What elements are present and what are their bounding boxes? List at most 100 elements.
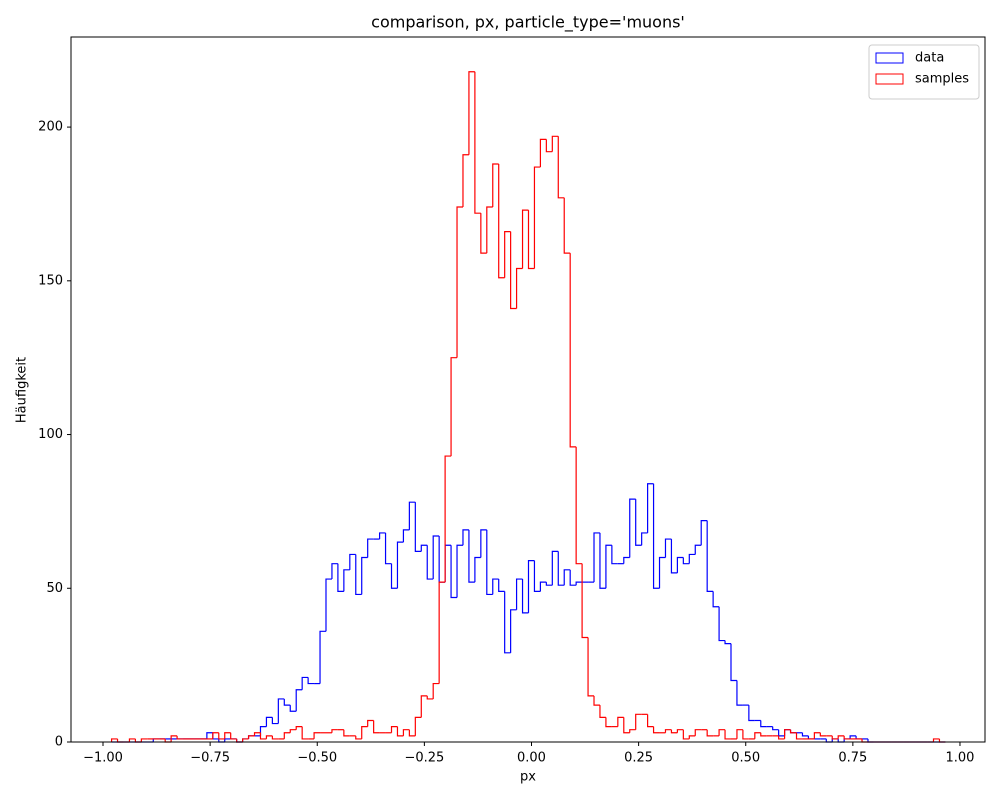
- histogram-step: [557, 551, 565, 586]
- histogram-step: [337, 563, 344, 592]
- histogram-step: [670, 729, 678, 734]
- histogram-step: [819, 732, 827, 737]
- x-tick-label: 0.00: [517, 751, 546, 766]
- histogram-step: [521, 579, 529, 614]
- histogram-step: [718, 729, 726, 736]
- histogram-step: [361, 726, 368, 739]
- histogram-step: [444, 544, 452, 583]
- histogram-step: [206, 732, 213, 739]
- y-tick-label: 200: [38, 120, 63, 135]
- histogram-step: [396, 726, 404, 737]
- y-tick-label: 50: [46, 581, 63, 596]
- histogram-step: [486, 206, 493, 254]
- histogram-step: [635, 499, 642, 546]
- histogram-step: [730, 643, 737, 682]
- histogram-step: [533, 560, 541, 592]
- histogram-step: [736, 680, 743, 706]
- histogram-step: [700, 520, 708, 546]
- histogram-step: [110, 738, 118, 742]
- histogram-step: [259, 726, 267, 736]
- histogram-step: [694, 729, 702, 736]
- histogram-step: [515, 267, 523, 309]
- y-tick-label: 100: [38, 427, 63, 442]
- histogram-step: [373, 720, 380, 734]
- histogram-step: [283, 732, 291, 739]
- histogram-step: [396, 541, 404, 589]
- histogram-step: [432, 535, 440, 580]
- legend-swatch: [875, 73, 904, 85]
- histogram-step: [301, 676, 309, 690]
- histogram-step: [557, 136, 565, 199]
- histogram-step: [313, 732, 321, 739]
- histogram-step: [456, 544, 463, 598]
- histogram-step: [295, 726, 303, 730]
- histogram-step: [724, 729, 731, 740]
- histogram-step: [539, 581, 547, 592]
- histogram-step: [378, 532, 386, 540]
- histogram-step: [355, 554, 362, 596]
- histogram-step: [563, 569, 571, 586]
- histogram-step: [521, 209, 529, 269]
- histogram-step: [361, 556, 368, 595]
- x-tick-label: 0.25: [624, 751, 653, 766]
- histogram-step: [259, 732, 267, 740]
- histogram-step: [289, 705, 297, 712]
- histogram-step: [128, 738, 136, 742]
- histogram-step: [706, 729, 714, 737]
- histogram-step: [724, 640, 731, 645]
- histogram-step: [551, 135, 559, 152]
- histogram-step: [682, 557, 690, 565]
- histogram-step: [783, 729, 791, 739]
- histogram-step: [414, 502, 422, 552]
- histogram-step: [414, 716, 422, 736]
- histogram-step: [831, 735, 839, 740]
- histogram-step: [492, 578, 499, 595]
- histogram-step: [390, 726, 398, 733]
- chart-title: comparison, px, particle_type='muons': [371, 13, 685, 33]
- histogram-step: [593, 695, 600, 706]
- histogram-step: [676, 556, 684, 573]
- histogram-step: [242, 738, 249, 742]
- histogram-step: [420, 544, 428, 552]
- histogram-step: [283, 698, 291, 706]
- histogram-step: [450, 545, 458, 599]
- histogram-step: [438, 581, 446, 684]
- y-tick-label: 0: [55, 735, 63, 750]
- histogram-step: [754, 732, 761, 739]
- histogram-step: [402, 529, 410, 543]
- histogram-step: [760, 732, 767, 737]
- histogram-step: [718, 606, 726, 642]
- histogram-step: [932, 738, 940, 742]
- histogram-step: [801, 732, 809, 737]
- histogram-step: [688, 735, 696, 739]
- histogram-step: [563, 197, 571, 254]
- histogram-step: [462, 154, 469, 208]
- histogram-step: [474, 71, 481, 214]
- histogram-step: [533, 166, 541, 269]
- histogram-step: [325, 578, 332, 632]
- histogram-step: [605, 544, 612, 589]
- histogram-step: [265, 716, 273, 727]
- histogram-step: [289, 729, 297, 733]
- histogram-step: [224, 732, 231, 739]
- histogram-step: [295, 689, 303, 712]
- histogram-step: [408, 501, 416, 530]
- histogram-step: [140, 738, 148, 742]
- histogram-step: [569, 569, 577, 586]
- x-tick-label: −1.00: [83, 751, 123, 766]
- x-tick-label: 0.75: [838, 751, 867, 766]
- histogram-step: [510, 609, 517, 653]
- histogram-step: [599, 532, 606, 589]
- histogram-step: [492, 163, 499, 208]
- y-tick-label: 150: [38, 273, 63, 288]
- histogram-step: [527, 210, 535, 270]
- histogram-step: [468, 71, 475, 155]
- x-tick-label: −0.75: [190, 751, 230, 766]
- histogram-step: [837, 735, 845, 739]
- legend-swatch: [875, 52, 904, 64]
- histogram-step: [783, 729, 791, 736]
- histogram-step: [664, 729, 672, 733]
- x-tick-label: −0.25: [404, 751, 444, 766]
- histogram-step: [271, 735, 279, 740]
- legend-label: samples: [915, 72, 969, 87]
